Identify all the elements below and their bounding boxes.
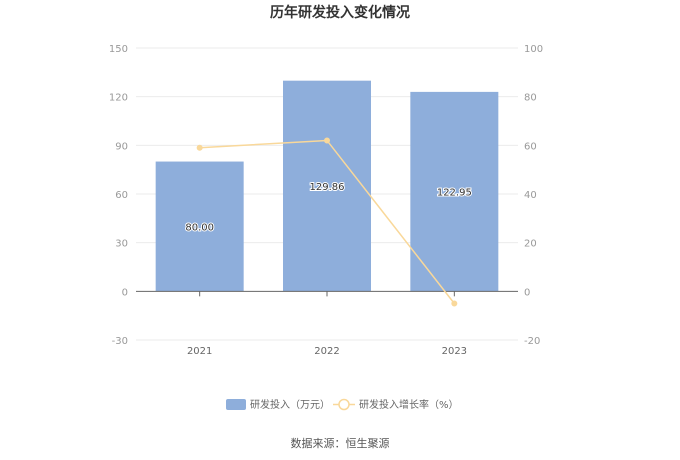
bar (410, 91, 499, 292)
legend-bar-label: 研发投入（万元） (250, 398, 330, 411)
right-tick-label: 60 (524, 141, 537, 152)
x-tick-label: 2021 (187, 346, 212, 357)
legend: 研发投入（万元） 研发投入增长率（%） (226, 398, 459, 411)
right-axis-ticks: 100 80 60 40 20 0 -20 (524, 44, 543, 347)
right-tick-label: 40 (524, 190, 537, 201)
x-tick-label: 2022 (314, 346, 339, 357)
line-point (196, 144, 203, 151)
left-tick-label: 150 (109, 44, 128, 55)
x-axis: 2021 2022 2023 (136, 290, 518, 357)
line-series (196, 137, 458, 307)
line-point (451, 300, 458, 307)
left-axis-ticks: 150 120 90 60 30 0 -30 (109, 44, 128, 347)
chart-title: 历年研发投入变化情况 (270, 4, 410, 21)
x-tick-label: 2023 (442, 346, 467, 357)
left-tick-label: 0 (122, 287, 128, 298)
right-tick-label: 0 (524, 287, 530, 298)
right-tick-label: -20 (524, 336, 540, 347)
legend-line-marker (338, 398, 350, 411)
right-tick-label: 20 (524, 239, 537, 250)
left-tick-label: 120 (109, 93, 128, 104)
bar-series (155, 80, 499, 292)
legend-item-line[interactable]: 研发投入增长率（%） (333, 398, 459, 411)
left-tick-label: -30 (112, 336, 128, 347)
bar-value-label: 129.86 (310, 182, 345, 193)
bar-value-label: 122.95 (437, 188, 472, 199)
left-tick-label: 60 (115, 190, 128, 201)
right-tick-label: 80 (524, 93, 537, 104)
data-labels: 80.00 129.86 122.95 (184, 181, 472, 234)
data-source: 数据来源：恒生聚源 (291, 436, 390, 450)
left-tick-label: 30 (115, 239, 128, 250)
right-tick-label: 100 (524, 44, 543, 55)
bar (283, 80, 371, 292)
bar-value-label: 80.00 (185, 222, 214, 233)
legend-line-label: 研发投入增长率（%） (359, 398, 459, 411)
left-tick-label: 90 (115, 141, 128, 152)
line-point (324, 137, 330, 144)
legend-item-bar[interactable]: 研发投入（万元） (226, 398, 330, 411)
bar (155, 161, 244, 292)
legend-bar-swatch (226, 399, 246, 410)
